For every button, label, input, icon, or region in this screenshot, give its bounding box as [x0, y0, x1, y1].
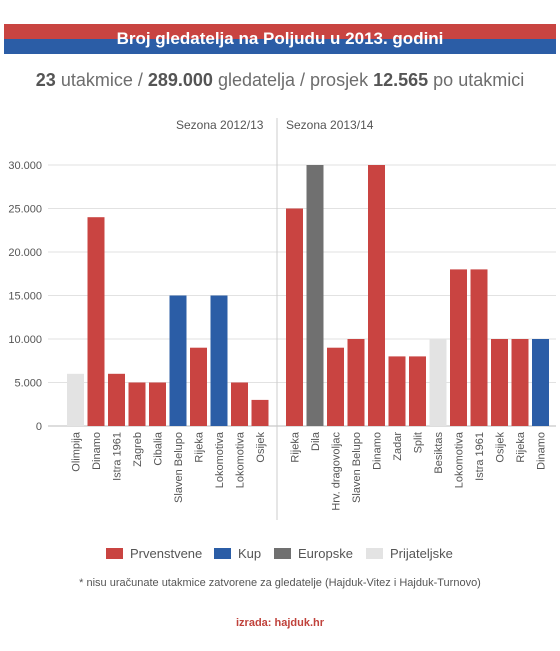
bar	[532, 339, 549, 426]
x-tick-label: Rijeka	[515, 431, 527, 462]
bar	[306, 165, 324, 426]
x-tick-label: Slaven Belupo	[173, 432, 185, 503]
bar	[210, 295, 228, 426]
chart-title: Broj gledatelja na Poljudu u 2013. godin…	[116, 29, 444, 48]
summary-line: 23 utakmice / 289.000 gledatelja / prosj…	[35, 70, 525, 90]
legend-label-europske: Europske	[298, 546, 353, 561]
x-tick-label: Lokomotiva	[235, 431, 247, 488]
legend-swatch-europske	[274, 548, 291, 559]
bar	[231, 382, 248, 426]
bar	[491, 339, 508, 426]
x-tick-label: Dinamo	[372, 432, 384, 470]
x-tick-label: Olimpija	[71, 431, 83, 472]
x-tick-label: Hrv. dragovoljac	[331, 432, 343, 511]
bar	[327, 347, 344, 426]
banner-red-stripe	[4, 24, 556, 39]
bar	[286, 208, 303, 426]
legend-label-prijateljske: Prijateljske	[390, 546, 453, 561]
legend-label-kup: Kup	[238, 546, 262, 561]
x-tick-label: Zadar	[392, 432, 404, 461]
x-tick-label: Besiktas	[433, 432, 445, 474]
legend-swatch-kup	[214, 548, 231, 559]
legend-item-kup: Kup	[214, 546, 261, 561]
bar	[128, 382, 146, 426]
footnote: * nisu uračunate utakmice zatvorene za g…	[79, 577, 481, 589]
y-tick-label: 25.000	[8, 204, 42, 216]
bar	[169, 295, 187, 426]
bar	[67, 373, 84, 426]
x-tick-label: Osijek	[255, 432, 267, 463]
x-tick-label: Istra 1961	[112, 432, 124, 481]
y-tick-label: 0	[36, 421, 42, 433]
bar	[450, 269, 467, 426]
x-tick-label: Lokomotiva	[454, 431, 466, 488]
bar	[511, 339, 529, 426]
legend-item-europske: Europske	[274, 546, 353, 561]
bar	[429, 339, 447, 426]
bar	[190, 347, 207, 426]
x-tick-label: Rijeka	[290, 431, 302, 462]
matches-count: 23	[35, 70, 56, 90]
x-tick-label: Cibalia	[153, 431, 165, 466]
x-tick-label: Slaven Belupo	[351, 432, 363, 503]
legend-swatch-prijateljske	[366, 548, 383, 559]
y-tick-label: 15.000	[8, 291, 42, 303]
x-tick-label: Dinamo	[536, 432, 548, 470]
x-tick-label: Osijek	[495, 432, 507, 463]
season-label-2013-14: Sezona 2013/14	[286, 118, 374, 132]
season-label-2012-13: Sezona 2012/13	[176, 118, 264, 132]
title-banner: Broj gledatelja na Poljudu u 2013. godin…	[4, 24, 556, 54]
spectators-count: 289.000	[147, 70, 213, 90]
bar	[470, 269, 488, 426]
x-tick-label: Split	[413, 432, 425, 453]
bar	[108, 373, 125, 426]
per-match-label: po utakmici	[433, 70, 525, 90]
legend-item-prijateljske: Prijateljske	[366, 546, 453, 561]
spectators-label: gledatelja	[217, 70, 296, 90]
bar	[149, 382, 166, 426]
legend-swatch-prvenstvene	[106, 548, 123, 559]
bar	[388, 356, 406, 426]
y-tick-label: 5.000	[14, 378, 42, 390]
bar	[368, 165, 385, 426]
bar	[251, 399, 269, 426]
x-tick-label: Lokomotiva	[214, 431, 226, 488]
legend-item-prvenstvene: Prvenstvene	[106, 546, 202, 561]
banner-blue-stripe	[4, 39, 556, 54]
bar	[87, 217, 105, 426]
legend-label-prvenstvene: Prvenstvene	[130, 546, 203, 561]
x-tick-label: Istra 1961	[474, 432, 486, 481]
x-tick-label: Zagreb	[132, 432, 144, 467]
matches-label: utakmice	[60, 70, 133, 90]
bar-chart: 0 5.000 10.000 15.000 20.000 25.000 30.000 Olim…	[8, 118, 556, 520]
x-tick-label: Dinamo	[91, 432, 103, 470]
bar	[409, 356, 426, 426]
x-tick-label: Dila	[310, 431, 322, 451]
average-value: 12.565	[373, 70, 429, 90]
x-tick-label: Rijeka	[194, 431, 206, 462]
y-tick-label: 30.000	[8, 160, 42, 172]
y-tick-label: 20.000	[8, 247, 42, 259]
credit: izrada: hajduk.hr	[235, 617, 325, 629]
y-tick-label: 10.000	[8, 334, 42, 346]
bar	[347, 339, 365, 426]
average-label: prosjek	[310, 70, 369, 90]
